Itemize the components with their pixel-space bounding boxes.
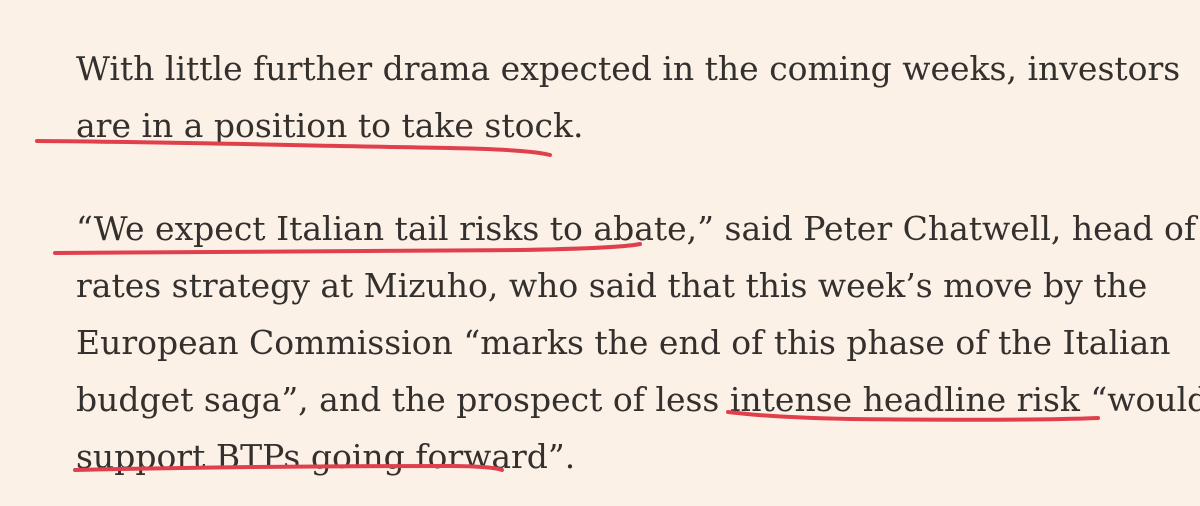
paragraph-line: budget saga”, and the prospect of less i…	[76, 380, 1200, 419]
paragraph-line: “We expect Italian tail risks to abate,”…	[76, 209, 1197, 248]
paragraph-line: rates strategy at Mizuho, who said that …	[76, 266, 1148, 305]
paragraph-2: “We expect Italian tail risks to abate,”…	[76, 200, 1200, 485]
paragraph-line: support BTPs going forward”.	[76, 437, 576, 476]
paragraph-line: are in a position to take stock.	[76, 106, 584, 145]
paragraph-line: With little further drama expected in th…	[76, 49, 1181, 88]
paragraph-1: With little further drama expected in th…	[76, 40, 1180, 154]
paragraph-line: European Commission “marks the end of th…	[76, 323, 1171, 362]
